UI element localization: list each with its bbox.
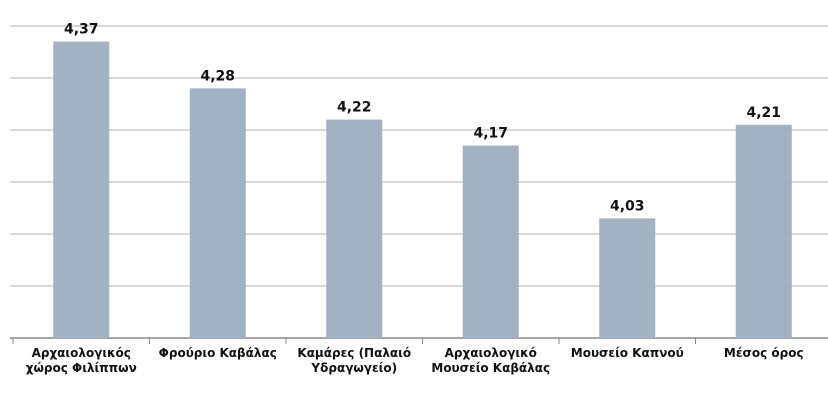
value-label: 4,28 bbox=[200, 68, 235, 84]
x-tick-label: Φρούριο Καβάλας bbox=[158, 346, 277, 360]
x-tick-label: Αρχαιολογικός χώρος Φιλίππων bbox=[25, 346, 137, 375]
bar bbox=[462, 145, 519, 338]
x-tick-label: Καμάρες (Παλαιό Υδραγωγείο) bbox=[297, 346, 412, 375]
bar bbox=[599, 218, 656, 338]
value-label: 4,17 bbox=[473, 126, 508, 142]
bar bbox=[735, 124, 792, 338]
value-label: 4,21 bbox=[746, 105, 781, 121]
bar bbox=[189, 88, 246, 339]
value-label: 4,37 bbox=[64, 22, 99, 38]
x-tick-label: Μέσος όρος bbox=[723, 346, 804, 360]
value-label: 4,22 bbox=[337, 100, 372, 116]
chart: 4,37 4,28 4,22 4,17 4,03 4,21 bbox=[10, 22, 828, 344]
value-label: 4,03 bbox=[610, 198, 645, 214]
bar bbox=[326, 119, 383, 338]
x-tick-label: Αρχαιολογικό Μουσείο Καβάλας bbox=[431, 346, 551, 375]
x-tick-label: Μουσείο Καπνού bbox=[570, 346, 684, 360]
bar bbox=[53, 41, 110, 338]
